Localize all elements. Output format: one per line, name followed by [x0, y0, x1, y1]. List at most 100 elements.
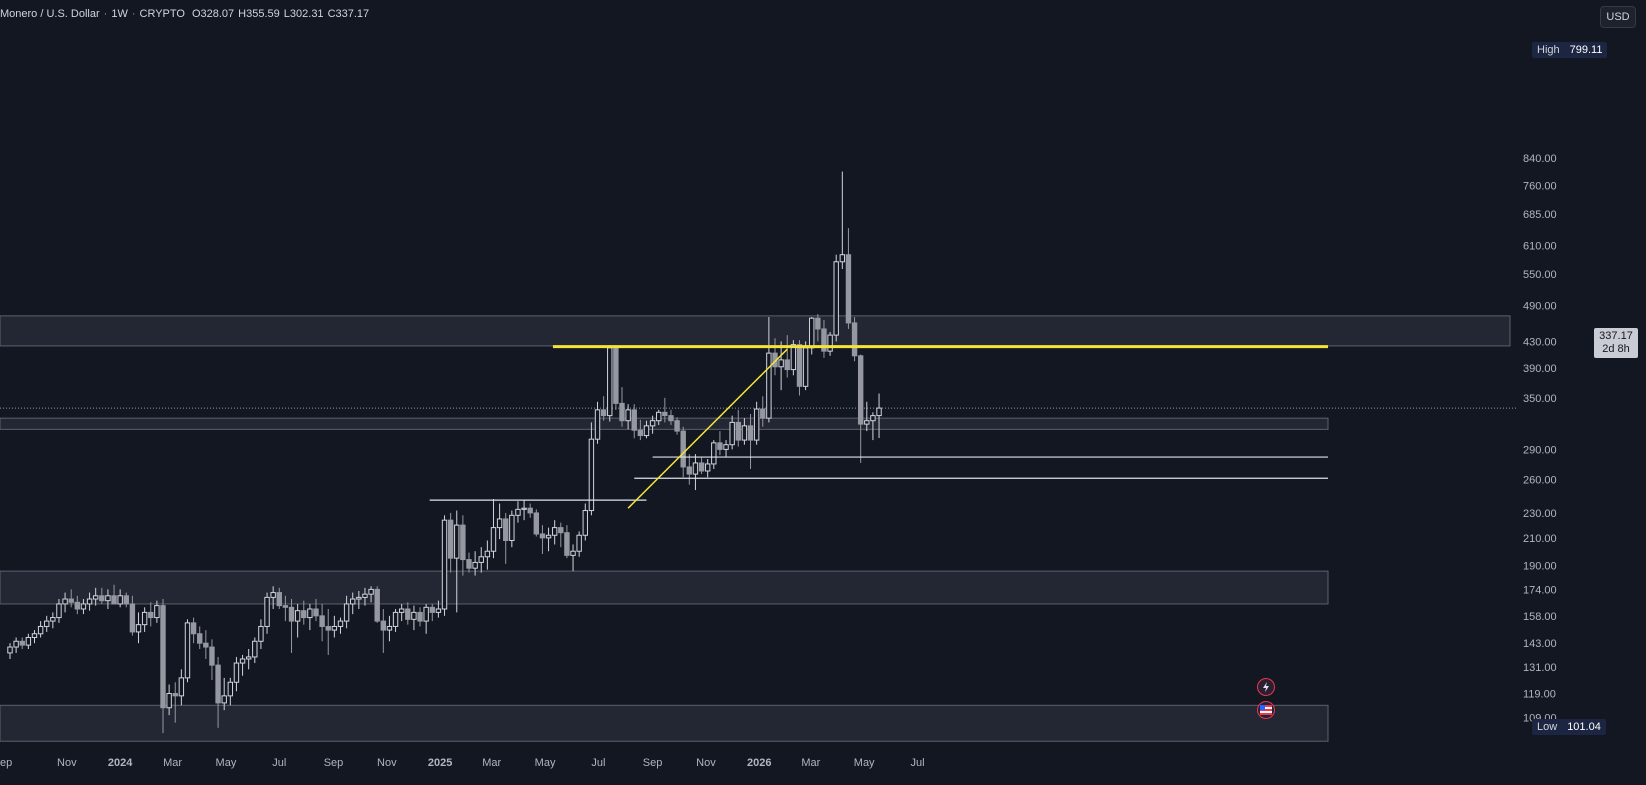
candle	[600, 396, 607, 421]
candle	[99, 587, 105, 604]
price-zone	[0, 417, 1329, 430]
candle-body	[258, 625, 264, 642]
candle	[545, 527, 552, 552]
candle	[747, 413, 754, 469]
candle-body	[245, 656, 252, 660]
candle-body	[558, 527, 564, 534]
symbol-name[interactable]: Monero / U.S. Dollar	[0, 8, 100, 20]
candle	[429, 603, 435, 622]
time-tick-label: May	[854, 757, 875, 769]
candle-body	[398, 608, 405, 613]
candle-body	[466, 559, 472, 569]
candle-body	[870, 415, 876, 422]
price-tick-label: 760.00	[1523, 180, 1557, 192]
candle-body	[31, 633, 38, 638]
candle	[815, 314, 821, 342]
candle	[62, 592, 68, 613]
candle	[184, 619, 191, 683]
candle-body	[631, 409, 637, 431]
candle	[356, 590, 362, 609]
candle-body	[802, 347, 809, 387]
price-tick-label: 350.00	[1523, 393, 1557, 405]
candle-body	[656, 411, 662, 422]
candle	[50, 612, 56, 629]
time-tick-label: May	[535, 757, 556, 769]
candle-body	[184, 622, 191, 679]
candle	[490, 498, 497, 559]
candle	[839, 171, 846, 270]
candle-body	[74, 601, 81, 610]
candle	[7, 643, 13, 659]
candle	[374, 586, 380, 623]
candle	[270, 586, 276, 609]
interval-label[interactable]: 1W	[111, 8, 128, 20]
candle	[521, 500, 527, 521]
candle-body	[166, 693, 172, 709]
currency-button[interactable]: USD	[1600, 6, 1636, 28]
candle	[870, 412, 876, 441]
candle	[56, 599, 62, 623]
candle	[166, 684, 172, 716]
candle-body	[619, 402, 625, 422]
candle	[411, 605, 417, 631]
candle	[44, 615, 50, 632]
candle-body	[454, 524, 460, 559]
candle	[741, 418, 748, 445]
candle-body	[197, 633, 203, 644]
lightning-icon[interactable]	[1257, 678, 1275, 696]
candle-body	[447, 519, 454, 559]
candle-body	[356, 596, 362, 600]
low-label: Low	[1537, 721, 1558, 733]
candle-body	[44, 620, 50, 627]
candle	[594, 401, 601, 444]
candle	[264, 592, 270, 634]
candle-body	[135, 624, 142, 633]
candle	[876, 393, 882, 438]
candle	[141, 607, 148, 632]
time-tick-label: Mar	[482, 757, 501, 769]
candle	[466, 552, 472, 573]
candle-body	[809, 317, 815, 349]
candle-body	[129, 603, 136, 633]
us-flag-icon[interactable]	[1257, 701, 1275, 719]
candle-body	[484, 550, 491, 558]
candle-body	[833, 261, 839, 336]
candle-body	[190, 622, 197, 635]
candle	[398, 603, 405, 622]
price-tick-label: 143.00	[1523, 638, 1557, 650]
candle	[111, 584, 117, 605]
candle-body	[827, 334, 833, 352]
candle	[25, 633, 32, 649]
candle	[588, 422, 595, 516]
candle	[350, 592, 356, 615]
candle-body	[460, 524, 466, 561]
candle	[631, 404, 637, 439]
candle-body	[429, 606, 435, 613]
candle-body	[668, 415, 674, 422]
candle	[294, 603, 301, 638]
candle	[613, 345, 619, 410]
candle-body	[301, 610, 307, 619]
time-tick-label: 2025	[428, 757, 452, 769]
candle	[778, 341, 784, 391]
time-tick-label: May	[216, 757, 237, 769]
candle	[802, 341, 809, 391]
candle-body	[68, 598, 74, 603]
candle	[496, 503, 503, 540]
price-tick-label: 190.00	[1523, 560, 1557, 572]
candle	[533, 509, 540, 537]
candle-body	[209, 646, 215, 666]
candle	[105, 589, 111, 609]
candle-body	[607, 347, 613, 417]
trend-line	[627, 348, 788, 509]
candle-body	[380, 620, 387, 631]
candle	[386, 615, 393, 642]
price-tick-label: 430.00	[1523, 336, 1557, 348]
candle	[796, 340, 803, 396]
candle-body	[252, 640, 258, 658]
candle-body	[472, 561, 478, 569]
candle	[551, 520, 558, 545]
price-tick-label: 490.00	[1523, 301, 1557, 313]
